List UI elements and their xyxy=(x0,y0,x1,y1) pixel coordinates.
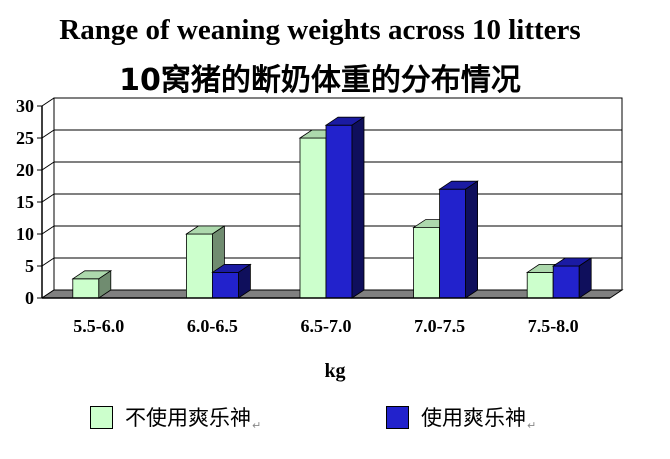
gridline-diagonal xyxy=(41,161,55,171)
y-tick-label: 15 xyxy=(16,192,34,212)
x-tick-labels: 5.5-6.0 6.0-6.5 6.5-7.0 7.0-7.5 7.5-8.0 xyxy=(73,316,578,336)
bar-front xyxy=(211,271,239,299)
bar-front xyxy=(72,278,100,299)
bar-front xyxy=(526,271,554,299)
gridline-diagonal xyxy=(41,257,55,267)
bars xyxy=(71,116,593,299)
legend-item-series-2: 使用爽乐神 ↵ xyxy=(386,402,536,432)
bar-front xyxy=(413,227,441,299)
bar-side xyxy=(351,116,365,299)
y-tick-label: 20 xyxy=(16,160,34,180)
y-tick-label: 10 xyxy=(16,224,34,244)
x-axis-label: kg xyxy=(324,360,346,382)
bar-front xyxy=(325,124,353,299)
legend-label-series-2: 使用爽乐神 xyxy=(421,406,526,430)
bar-side xyxy=(578,257,592,299)
bar-2-7.0-7.5 xyxy=(438,180,479,299)
legend-swatch-series-1 xyxy=(90,405,113,429)
bar-side xyxy=(237,263,251,299)
legend-swatch-series-2 xyxy=(386,405,409,429)
x-tick-label: 5.5-6.0 xyxy=(73,316,124,336)
x-tick-label: 7.5-8.0 xyxy=(528,316,579,336)
gridline-diagonal xyxy=(41,193,55,203)
return-mark-icon: ↵ xyxy=(252,419,262,432)
y-tick-labels: 0 5 10 15 20 25 30 xyxy=(16,96,42,308)
y-tick-label: 0 xyxy=(25,288,34,308)
gridline-diagonal xyxy=(41,225,55,235)
bar-1-5.5-6.0 xyxy=(71,270,113,299)
bar-2-7.5-8.0 xyxy=(551,257,593,299)
y-tick-label: 25 xyxy=(16,128,34,148)
bar-front xyxy=(185,233,213,299)
y-tick-label: 30 xyxy=(16,96,34,116)
x-tick-label: 6.5-7.0 xyxy=(301,316,352,336)
bar-2-6.5-7.0 xyxy=(324,116,366,299)
return-mark-icon: ↵ xyxy=(527,419,537,432)
bar-front xyxy=(552,265,580,299)
chart-title: Range of weaning weights across 10 litte… xyxy=(59,14,581,46)
bar-front xyxy=(299,137,327,299)
y-tick-label: 5 xyxy=(25,256,34,276)
bar-side xyxy=(98,270,112,299)
x-tick-label: 7.0-7.5 xyxy=(414,316,465,336)
bar-front xyxy=(439,188,467,299)
x-tick-label: 6.0-6.5 xyxy=(187,316,238,336)
bar-side xyxy=(465,180,479,299)
gridline-diagonal xyxy=(41,129,55,139)
bar-2-6.0-6.5 xyxy=(211,263,252,299)
chart-subtitle: 10窝猪的断奶体重的分布情况 xyxy=(119,63,521,98)
legend-item-series-1: 不使用爽乐神 ↵ xyxy=(90,402,261,432)
legend-label-series-1: 不使用爽乐神 xyxy=(125,406,251,430)
legend: 不使用爽乐神 ↵ 使用爽乐神 ↵ xyxy=(0,402,670,432)
gridline-diagonal xyxy=(41,97,55,107)
